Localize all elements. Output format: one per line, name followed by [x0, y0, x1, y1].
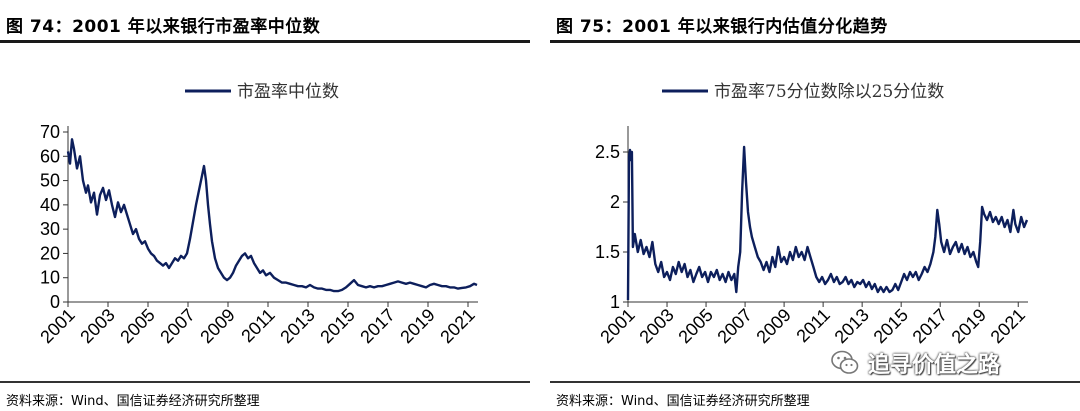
chart-title: 图 74：2001 年以来银行市盈率中位数 — [6, 17, 321, 37]
source-note: 资料来源：Wind、国信证券经济研究所整理 — [6, 394, 260, 409]
watermark-text: 追寻价值之路 — [868, 353, 1001, 378]
wechat-icon — [831, 350, 859, 374]
x-tick-label: 2011 — [792, 305, 834, 347]
y-tick-label: 0 — [50, 292, 60, 312]
x-tick-label: 2007 — [156, 305, 198, 347]
x-tick-label: 2019 — [948, 305, 990, 347]
y-tick-label: 2.5 — [595, 142, 620, 162]
x-tick-label: 2017 — [356, 305, 398, 347]
y-tick-label: 70 — [40, 122, 60, 142]
chart-title: 图 75：2001 年以来银行内估值分化趋势 — [556, 17, 888, 37]
source-divider — [550, 381, 1080, 383]
title-divider — [550, 40, 1080, 43]
x-tick-label: 2019 — [396, 305, 438, 347]
source-divider — [0, 381, 530, 383]
x-tick-label: 2003 — [635, 305, 677, 347]
y-tick-label: 30 — [40, 219, 60, 239]
x-tick-label: 2005 — [674, 305, 716, 347]
series-line — [66, 138, 478, 293]
chart-panel-left: 图 74：2001 年以来银行市盈率中位数 市盈率中位数 0 10 20 30 40 50 6… — [0, 0, 530, 411]
y-tick-label: 1 — [610, 292, 620, 312]
legend-label: 市盈率中位数 — [237, 82, 339, 102]
x-tick-label: 2009 — [196, 305, 238, 347]
x-tick-label: 2021 — [987, 305, 1029, 347]
x-tick-label: 2007 — [713, 305, 755, 347]
line-chart-pe-median: 市盈率中位数 0 10 20 30 40 50 60 70 2001200320052007200… — [36, 82, 478, 347]
x-tick-label: 2003 — [76, 305, 118, 347]
x-tick-label: 2013 — [831, 305, 873, 347]
x-tick-label: 2011 — [237, 305, 279, 347]
x-tick-label: 2013 — [276, 305, 318, 347]
y-tick-label: 60 — [40, 146, 60, 166]
x-tick-label: 2001 — [36, 305, 78, 347]
x-tick-label: 2009 — [752, 305, 794, 347]
y-tick-label: 40 — [40, 195, 60, 215]
legend: 市盈率75分位数除以25分位数 — [662, 82, 944, 102]
y-tick-label: 20 — [40, 243, 60, 263]
y-tick-label: 2 — [610, 192, 620, 212]
x-tick-label: 2015 — [316, 305, 358, 347]
watermark: 追寻价值之路 — [830, 346, 1050, 380]
x-tick-label: 2005 — [116, 305, 158, 347]
source-note: 资料来源：Wind、国信证券经济研究所整理 — [556, 394, 810, 409]
x-tick-label: 2001 — [596, 305, 638, 347]
title-divider — [0, 40, 530, 43]
x-tick-label: 2021 — [436, 305, 478, 347]
legend: 市盈率中位数 — [185, 82, 339, 102]
chart-panel-right: 图 75：2001 年以来银行内估值分化趋势 市盈率75分位数除以25分位数 1 1… — [550, 0, 1080, 411]
x-tick-label: 2017 — [909, 305, 951, 347]
series-line — [626, 145, 1029, 301]
y-tick-label: 1.5 — [595, 242, 620, 262]
y-tick-label: 10 — [40, 268, 60, 288]
y-tick-label: 50 — [40, 171, 60, 191]
x-tick-label: 2015 — [870, 305, 912, 347]
line-chart-pe-dispersion: 市盈率75分位数除以25分位数11.522.520012003200520072… — [595, 82, 1029, 347]
legend-label: 市盈率75分位数除以25分位数 — [714, 82, 944, 102]
